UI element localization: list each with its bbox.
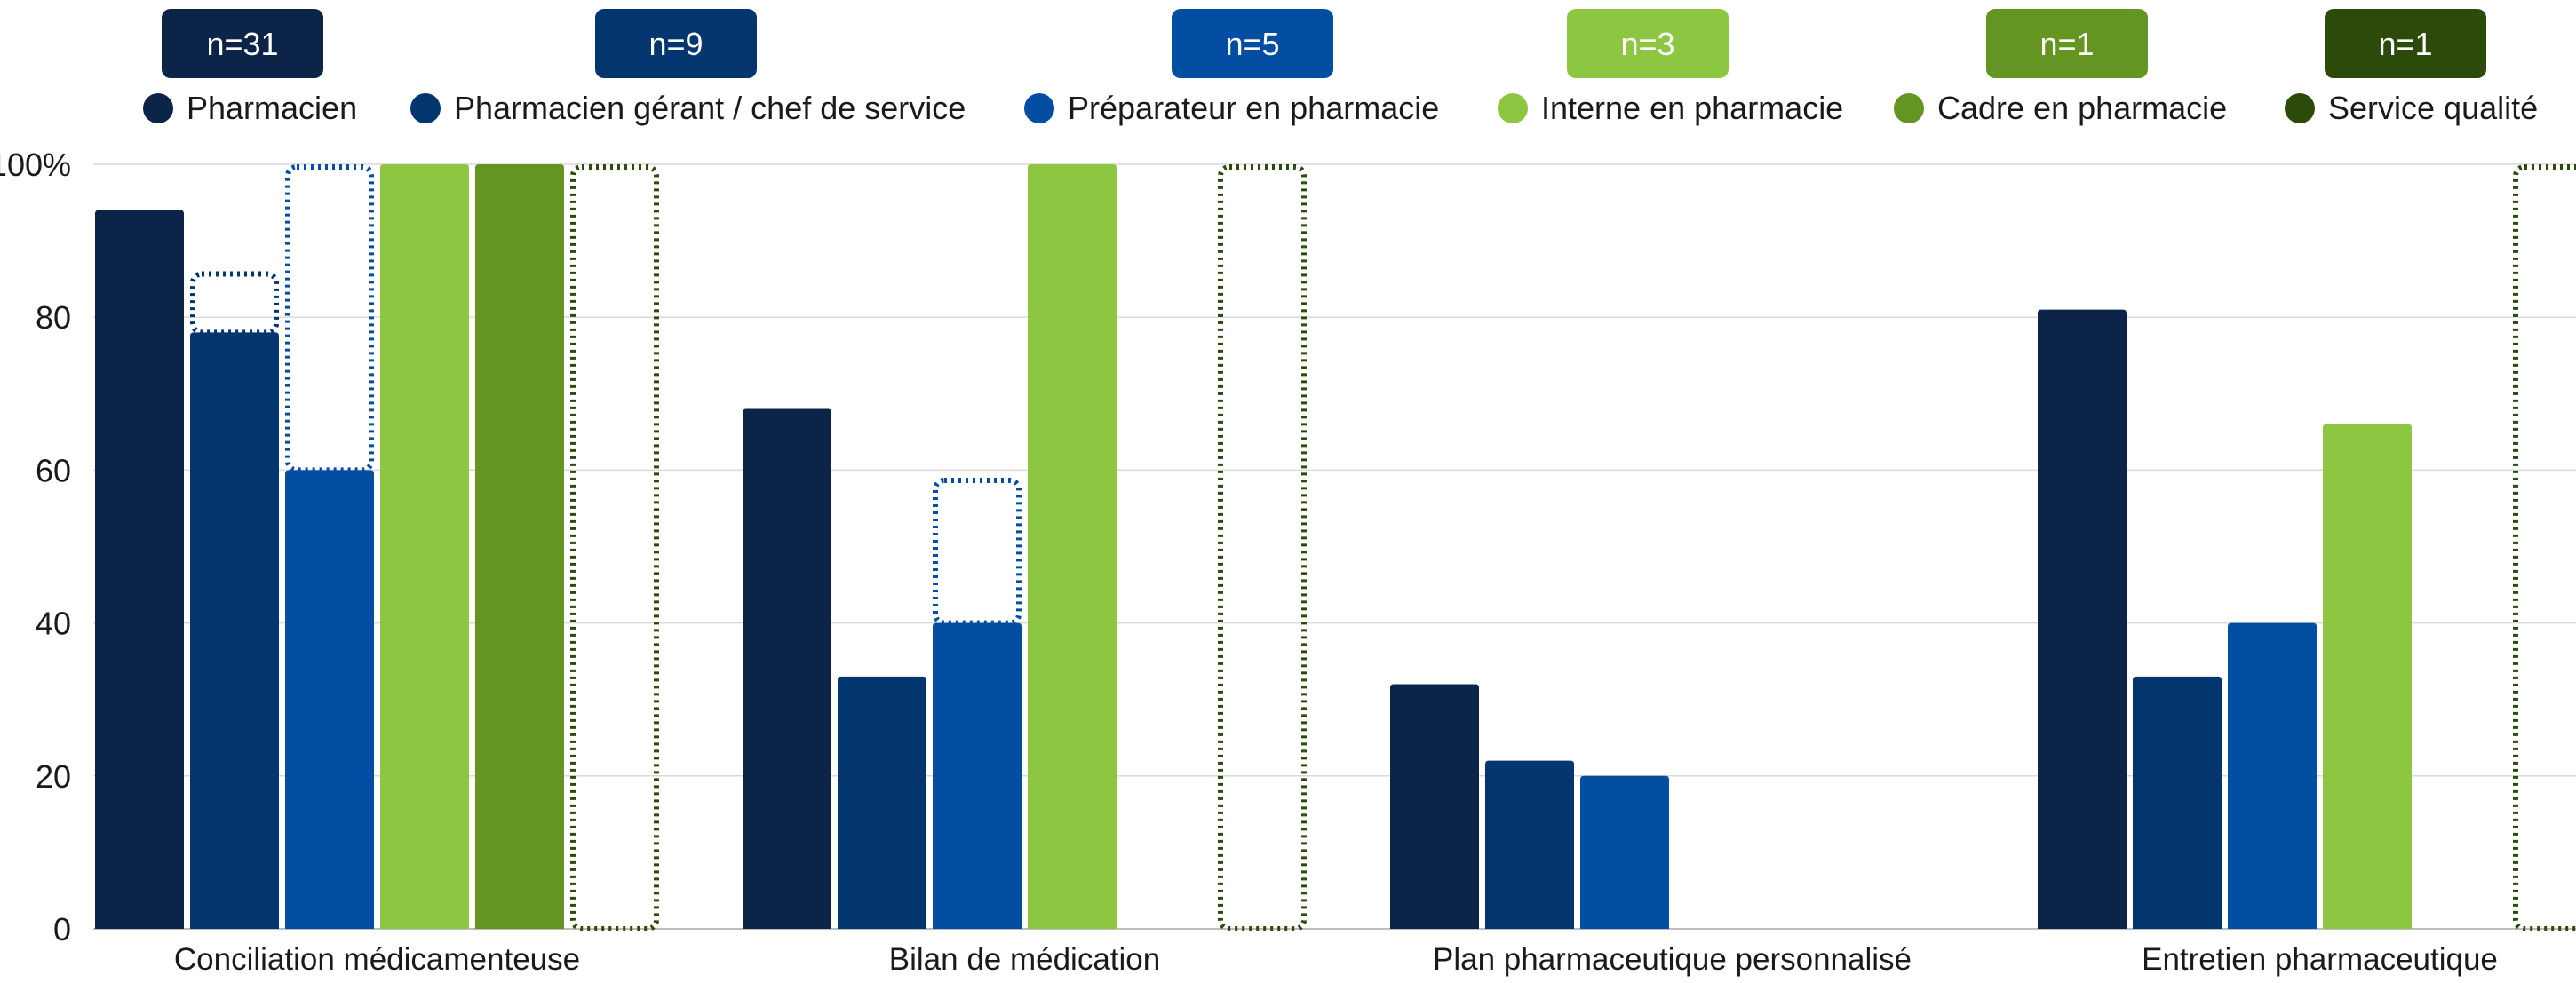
bar <box>2323 424 2412 929</box>
bar <box>475 164 564 929</box>
bar <box>190 332 279 929</box>
legend-marker <box>143 93 173 123</box>
bar-outline-dotted <box>933 478 1022 626</box>
y-tick-label: 0 <box>53 911 71 947</box>
legend-marker <box>2285 93 2315 123</box>
bar <box>2133 676 2222 929</box>
legend: n=31 n=9 n=5 n=3 n=1 n=1 Pharmacien Pharmacien … <box>143 9 2538 126</box>
x-tick-label: Conciliation médicamenteuse <box>174 942 580 977</box>
bar <box>743 408 831 929</box>
bar <box>933 622 1022 929</box>
x-axis: Conciliation médicamenteuse Bilan de médi… <box>174 942 2498 977</box>
legend-label: Pharmacien gérant / chef de service <box>454 90 966 126</box>
bar <box>95 210 184 929</box>
bar <box>285 470 374 929</box>
count-badge <box>1986 9 2148 78</box>
count-badge <box>162 9 323 78</box>
y-tick-label: 100% <box>0 147 71 183</box>
x-tick-label: Plan pharmaceutique personnalisé <box>1433 942 1912 977</box>
legend-label: Interne en pharmacie <box>1541 90 1843 126</box>
bar <box>1485 760 1574 929</box>
legend-marker <box>1024 93 1054 123</box>
count-badge <box>595 9 757 78</box>
count-badge-label: n=1 <box>2039 26 2094 62</box>
count-badge <box>1567 9 1729 78</box>
bar <box>1390 684 1479 929</box>
legend-marker <box>410 93 441 123</box>
y-tick-label: 20 <box>36 758 71 795</box>
legend-marker <box>1894 93 1924 123</box>
bar-outline-dotted <box>2513 164 2576 931</box>
bar <box>1580 775 1669 929</box>
y-tick-label: 80 <box>36 299 71 336</box>
legend-label: Pharmacien <box>187 90 357 126</box>
legend-label: Service qualité <box>2328 90 2538 126</box>
x-tick-label: Bilan de médication <box>889 942 1160 977</box>
bar <box>2228 622 2317 929</box>
bar-outline-dotted <box>570 164 659 931</box>
legend-label: Cadre en pharmacie <box>1937 90 2227 126</box>
y-tick-label: 60 <box>36 452 71 488</box>
legend-marker <box>1498 93 1528 123</box>
count-badge-label: n=9 <box>648 26 703 62</box>
bars <box>95 164 2576 931</box>
legend-label: Préparateur en pharmacie <box>1068 90 1439 126</box>
bar-outline-dotted <box>285 164 374 473</box>
bar-outline-dotted <box>1218 164 1307 931</box>
count-badge-label: n=5 <box>1225 26 1279 62</box>
count-badge-label: n=1 <box>2378 26 2432 62</box>
bar-outline-dotted <box>190 271 279 336</box>
y-axis: 0 20 40 60 80 100% <box>0 147 71 947</box>
bar <box>380 164 469 929</box>
count-badge-label: n=31 <box>206 26 278 62</box>
bar <box>2038 309 2127 930</box>
bar <box>1028 164 1117 929</box>
y-tick-label: 40 <box>36 606 71 642</box>
count-badge <box>2325 9 2486 78</box>
bar <box>838 676 926 929</box>
count-badge-label: n=3 <box>1620 26 1674 62</box>
count-badge <box>1172 9 1333 78</box>
x-tick-label: Entretien pharmaceutique <box>2142 942 2498 977</box>
